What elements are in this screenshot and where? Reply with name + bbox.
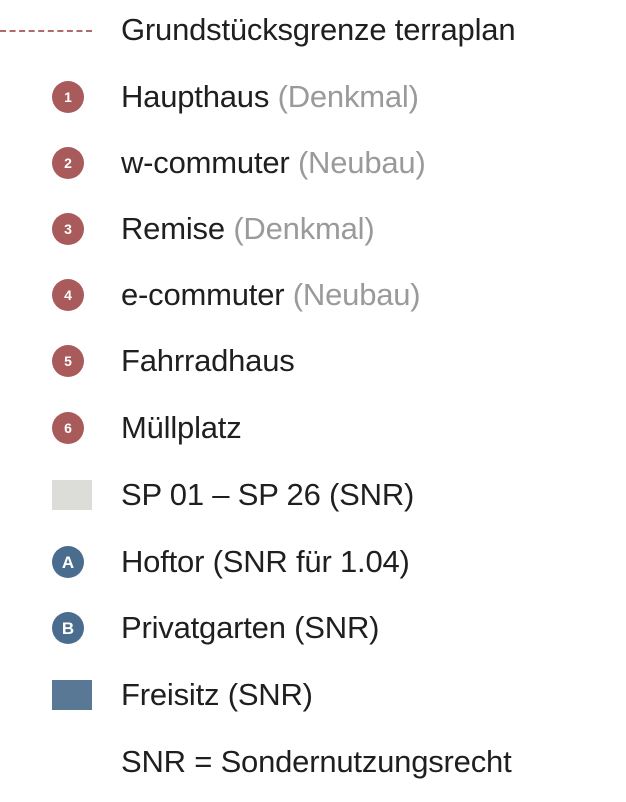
seating-swatch-icon bbox=[52, 680, 92, 710]
building-6-label: Müllplatz bbox=[121, 410, 242, 445]
legend-row-parking: SP 01 – SP 26 (SNR) bbox=[0, 470, 626, 520]
number-4-marker-icon: 4 bbox=[52, 279, 84, 311]
building-4-name: e-commuter bbox=[121, 277, 285, 312]
building-5-label: Fahrradhaus bbox=[121, 343, 295, 378]
building-3-label: Remise (Denkmal) bbox=[121, 211, 375, 247]
building-4-label: e-commuter (Neubau) bbox=[121, 277, 421, 313]
legend-row-building-4: 4 e-commuter (Neubau) bbox=[0, 270, 626, 320]
dashed-boundary-line-icon bbox=[0, 30, 92, 32]
legend-row-building-6: 6 Müllplatz bbox=[0, 403, 626, 453]
legend-row-garden: B Privatgarten (SNR) bbox=[0, 603, 626, 653]
number-5-marker-icon: 5 bbox=[52, 345, 84, 377]
building-1-note: (Denkmal) bbox=[277, 79, 419, 114]
legend-row-seating: Freisitz (SNR) bbox=[0, 670, 626, 720]
legend-row-building-1: 1 Haupthaus (Denkmal) bbox=[0, 72, 626, 122]
number-6-marker-icon: 6 bbox=[52, 412, 84, 444]
legend-row-boundary: Grundstücksgrenze terraplan bbox=[0, 5, 626, 55]
parking-swatch-icon bbox=[52, 480, 92, 510]
building-3-note: (Denkmal) bbox=[233, 211, 375, 246]
letter-b-marker-icon: B bbox=[52, 612, 84, 644]
footnote-label: SNR = Sondernutzungsrecht bbox=[121, 744, 512, 779]
number-2-marker-icon: 2 bbox=[52, 147, 84, 179]
seating-label: Freisitz (SNR) bbox=[121, 677, 313, 712]
building-3-name: Remise bbox=[121, 211, 225, 246]
legend-row-building-2: 2 w-commuter (Neubau) bbox=[0, 138, 626, 188]
number-3-marker-icon: 3 bbox=[52, 213, 84, 245]
building-2-label: w-commuter (Neubau) bbox=[121, 145, 426, 181]
legend-row-gate: A Hoftor (SNR für 1.04) bbox=[0, 537, 626, 587]
building-2-note: (Neubau) bbox=[297, 145, 426, 180]
legend-row-footnote: SNR = Sondernutzungsrecht bbox=[0, 737, 626, 787]
building-4-note: (Neubau) bbox=[292, 277, 421, 312]
building-1-label: Haupthaus (Denkmal) bbox=[121, 79, 419, 115]
number-1-marker-icon: 1 bbox=[52, 81, 84, 113]
parking-label: SP 01 – SP 26 (SNR) bbox=[121, 477, 415, 512]
boundary-label: Grundstücksgrenze terraplan bbox=[121, 12, 516, 47]
building-1-name: Haupthaus bbox=[121, 79, 270, 114]
legend-row-building-3: 3 Remise (Denkmal) bbox=[0, 204, 626, 254]
building-2-name: w-commuter bbox=[121, 145, 290, 180]
garden-label: Privatgarten (SNR) bbox=[121, 610, 380, 645]
gate-label: Hoftor (SNR für 1.04) bbox=[121, 544, 410, 579]
letter-a-marker-icon: A bbox=[52, 546, 84, 578]
legend-row-building-5: 5 Fahrradhaus bbox=[0, 336, 626, 386]
